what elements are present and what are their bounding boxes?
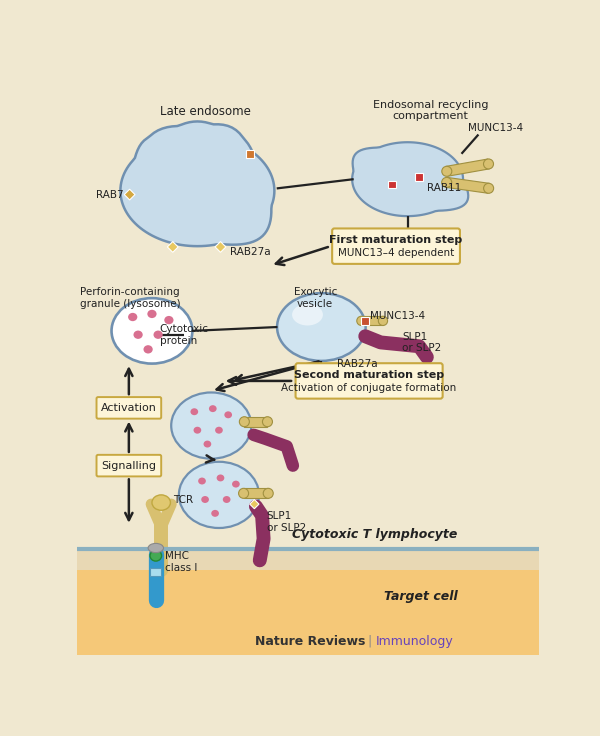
Ellipse shape (224, 411, 232, 418)
FancyBboxPatch shape (296, 363, 443, 399)
Ellipse shape (154, 330, 163, 339)
Text: MUNC13–4 dependent: MUNC13–4 dependent (338, 248, 454, 258)
Ellipse shape (484, 183, 494, 194)
Ellipse shape (239, 488, 248, 498)
Text: Exocytic
vesicle: Exocytic vesicle (293, 287, 337, 308)
Polygon shape (124, 189, 135, 200)
FancyBboxPatch shape (332, 228, 460, 264)
Ellipse shape (194, 427, 201, 434)
Bar (151, 568, 161, 576)
Ellipse shape (143, 345, 153, 353)
Bar (415, 173, 423, 181)
Text: MHC
class I: MHC class I (165, 551, 197, 573)
Polygon shape (361, 316, 383, 325)
Polygon shape (446, 177, 490, 194)
Text: First maturation step: First maturation step (329, 235, 463, 245)
Bar (246, 150, 254, 158)
Text: SLP1
or SLP2: SLP1 or SLP2 (402, 332, 442, 353)
Ellipse shape (239, 417, 250, 427)
Ellipse shape (292, 304, 323, 325)
Polygon shape (244, 488, 268, 498)
Text: TCR: TCR (173, 495, 194, 506)
Ellipse shape (442, 177, 452, 188)
Ellipse shape (179, 461, 259, 528)
Text: MUNC13-4: MUNC13-4 (370, 311, 425, 321)
Text: RAB7: RAB7 (96, 190, 124, 199)
Text: MUNC13-4: MUNC13-4 (467, 124, 523, 133)
Polygon shape (244, 417, 268, 427)
Text: Immunology: Immunology (375, 634, 453, 648)
Polygon shape (215, 241, 226, 252)
Text: Endosomal recycling
compartment: Endosomal recycling compartment (373, 100, 488, 121)
Text: Nature Reviews: Nature Reviews (255, 634, 365, 648)
FancyBboxPatch shape (97, 397, 161, 419)
Ellipse shape (223, 496, 230, 503)
Polygon shape (446, 159, 490, 176)
Ellipse shape (484, 159, 494, 169)
Text: Cytotoxic
protein: Cytotoxic protein (160, 324, 209, 345)
Text: |: | (368, 634, 372, 648)
Ellipse shape (133, 330, 143, 339)
Text: Perforin-containing
granule (lysosome): Perforin-containing granule (lysosome) (80, 287, 181, 308)
FancyBboxPatch shape (97, 455, 161, 476)
Ellipse shape (148, 543, 164, 553)
Ellipse shape (171, 392, 251, 459)
Ellipse shape (203, 441, 211, 447)
Ellipse shape (263, 488, 273, 498)
Ellipse shape (379, 316, 388, 325)
Bar (388, 181, 396, 188)
Ellipse shape (148, 310, 157, 318)
Text: Activation of conjugate formation: Activation of conjugate formation (281, 383, 457, 393)
Bar (77, 549, 539, 655)
Ellipse shape (357, 316, 366, 325)
Ellipse shape (217, 475, 224, 481)
Polygon shape (167, 241, 178, 252)
Ellipse shape (232, 481, 240, 487)
Ellipse shape (442, 166, 452, 177)
Polygon shape (121, 121, 274, 246)
Text: Target cell: Target cell (384, 590, 458, 603)
Text: Second maturation step: Second maturation step (294, 369, 444, 380)
Ellipse shape (211, 510, 219, 517)
Ellipse shape (201, 496, 209, 503)
Ellipse shape (150, 551, 161, 561)
Ellipse shape (277, 293, 365, 361)
Ellipse shape (198, 478, 206, 484)
Text: RAB27a: RAB27a (337, 359, 377, 369)
Text: RAB11: RAB11 (427, 183, 461, 194)
Text: RAB27a: RAB27a (230, 247, 271, 258)
Ellipse shape (262, 417, 272, 427)
Ellipse shape (215, 427, 223, 434)
Ellipse shape (128, 313, 137, 321)
Text: Cytotoxic T lymphocyte: Cytotoxic T lymphocyte (292, 528, 458, 542)
Bar (361, 317, 369, 325)
Polygon shape (352, 142, 468, 216)
Ellipse shape (112, 298, 193, 364)
Text: Signalling: Signalling (101, 461, 157, 470)
Ellipse shape (164, 316, 173, 325)
Ellipse shape (152, 495, 170, 510)
Bar (77, 548, 539, 570)
Ellipse shape (190, 408, 198, 415)
Polygon shape (250, 500, 259, 509)
Text: SLP1
or SLP2: SLP1 or SLP2 (266, 511, 306, 533)
Text: Late endosome: Late endosome (160, 105, 251, 118)
Ellipse shape (209, 406, 217, 412)
Text: Activation: Activation (101, 403, 157, 413)
